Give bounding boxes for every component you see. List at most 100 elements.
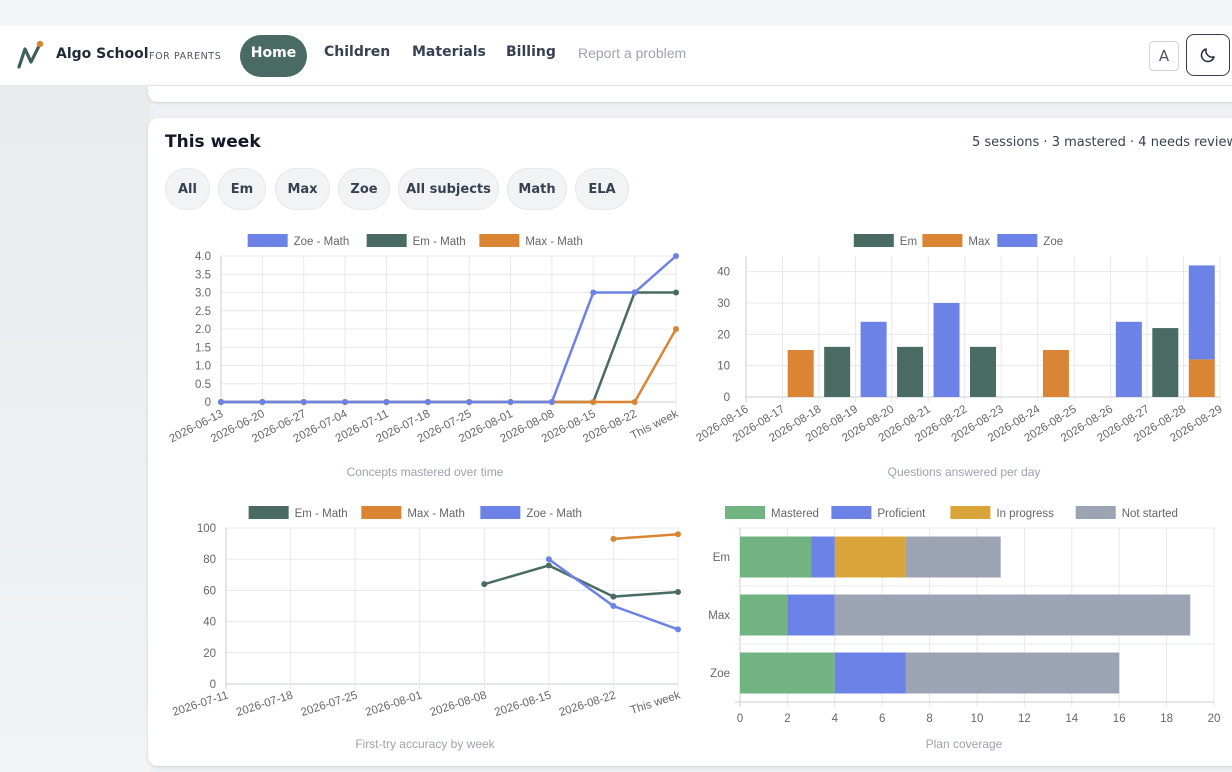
data-point — [545, 562, 552, 569]
filter-chip-zoe[interactable]: Zoe — [338, 168, 390, 210]
concepts-legend-label: Max - Math — [525, 236, 583, 248]
coverage-legend-swatch — [831, 506, 872, 519]
chart-title: Concepts mastered over time — [347, 465, 504, 479]
language-button[interactable]: A — [1149, 41, 1179, 71]
accuracy-legend-swatch — [480, 506, 521, 519]
y-tick-label: 20 — [717, 329, 730, 341]
bar — [824, 346, 851, 397]
y-tick-label: 3.0 — [195, 288, 211, 300]
questions-legend-label: Max — [968, 236, 990, 248]
questions-legend-swatch — [922, 234, 963, 247]
data-point — [590, 399, 597, 405]
filter-chip-all[interactable]: All — [165, 168, 210, 210]
y-tick-label: 40 — [717, 267, 730, 279]
y-tick-label: 40 — [203, 617, 216, 629]
bar — [905, 652, 1120, 694]
nav-materials[interactable]: Materials — [412, 44, 486, 60]
chart-title: Plan coverage — [926, 737, 1003, 751]
card-title: This week — [165, 132, 261, 152]
data-point — [675, 531, 681, 538]
week-summary: 5 sessions · 3 mastered · 4 needs review — [972, 135, 1232, 150]
chart-title: Questions answered per day — [888, 465, 1041, 479]
coverage-legend-label: Mastered — [771, 508, 819, 520]
data-point — [481, 581, 488, 588]
x-tick-label: 2 — [784, 713, 790, 725]
brand-subtitle: FOR PARENTS — [149, 51, 222, 62]
bar — [787, 350, 814, 397]
data-point — [545, 556, 552, 563]
chart-title: First-try accuracy by week — [355, 737, 495, 751]
nav-children[interactable]: Children — [324, 44, 391, 60]
x-tick-label: 10 — [971, 713, 984, 725]
top-strip — [0, 0, 1232, 26]
series-line — [483, 564, 679, 598]
bar — [834, 652, 906, 694]
data-point — [673, 326, 679, 332]
y-tick-label: 20 — [203, 648, 216, 660]
y-tick-label: 2.5 — [195, 306, 211, 318]
bar — [970, 346, 996, 397]
bar — [1188, 359, 1215, 397]
data-point — [675, 588, 681, 595]
data-point — [590, 289, 597, 296]
bar — [860, 321, 887, 397]
y-tick-label: 1.0 — [195, 361, 211, 373]
coverage-legend-label: Not started — [1122, 508, 1178, 520]
data-point — [673, 289, 679, 296]
concepts-legend-swatch — [247, 234, 288, 247]
data-point — [342, 399, 349, 405]
series-line — [221, 255, 677, 404]
accuracy-legend-swatch — [361, 506, 402, 519]
data-point — [383, 399, 390, 405]
y-tick-label: 10 — [717, 361, 730, 373]
filter-chip-math[interactable]: Math — [507, 168, 567, 210]
theme-toggle-button[interactable] — [1186, 34, 1230, 76]
bar — [740, 594, 788, 636]
data-point — [610, 603, 617, 609]
questions-legend-swatch — [997, 234, 1038, 247]
bar — [1115, 321, 1142, 397]
data-point — [673, 253, 679, 259]
bar — [834, 594, 1191, 636]
questions-legend-label: Zoe — [1043, 236, 1063, 248]
filter-chip-em[interactable]: Em — [218, 168, 266, 210]
bar — [933, 303, 960, 397]
data-point — [466, 399, 473, 405]
filter-chip-max[interactable]: Max — [275, 168, 330, 210]
filter-chip-ela[interactable]: ELA — [575, 168, 629, 210]
coverage-legend-label: In progress — [996, 508, 1054, 520]
data-point — [300, 399, 307, 405]
algo-school-logo-icon[interactable] — [16, 40, 44, 70]
y-tick-label: 1.5 — [195, 342, 211, 354]
y-tick-label: 0 — [210, 679, 216, 691]
y-tick-label: 2.0 — [195, 324, 211, 336]
data-point — [631, 289, 638, 296]
y-tick-label: 100 — [197, 523, 216, 535]
report-problem-link[interactable]: Report a problem — [578, 45, 687, 61]
coverage-legend-swatch — [1075, 506, 1116, 519]
series-line — [613, 532, 679, 541]
y-tick-label: 4.0 — [195, 251, 211, 263]
page-background — [0, 86, 150, 772]
data-point — [548, 399, 555, 405]
y-tick-label: 0.5 — [195, 379, 211, 391]
nav-home[interactable]: Home — [240, 35, 307, 77]
x-tick-label: 4 — [832, 713, 839, 725]
accuracy-legend-label: Em - Math — [295, 508, 348, 520]
bar — [811, 536, 835, 578]
x-tick-label: 0 — [737, 713, 743, 725]
bar — [740, 652, 835, 694]
x-tick-label: 14 — [1065, 713, 1078, 725]
filter-chip-all-subjects[interactable]: All subjects — [398, 168, 499, 210]
bar — [1188, 265, 1215, 360]
data-point — [218, 399, 224, 405]
bar — [787, 594, 835, 636]
x-tick-label: 12 — [1018, 713, 1031, 725]
questions-legend-swatch — [853, 234, 894, 247]
nav-billing[interactable]: Billing — [506, 44, 556, 60]
data-point — [507, 399, 514, 405]
bar — [834, 536, 906, 578]
data-point — [259, 399, 266, 405]
brand-name[interactable]: Algo School — [56, 46, 149, 62]
bar — [1042, 350, 1069, 397]
